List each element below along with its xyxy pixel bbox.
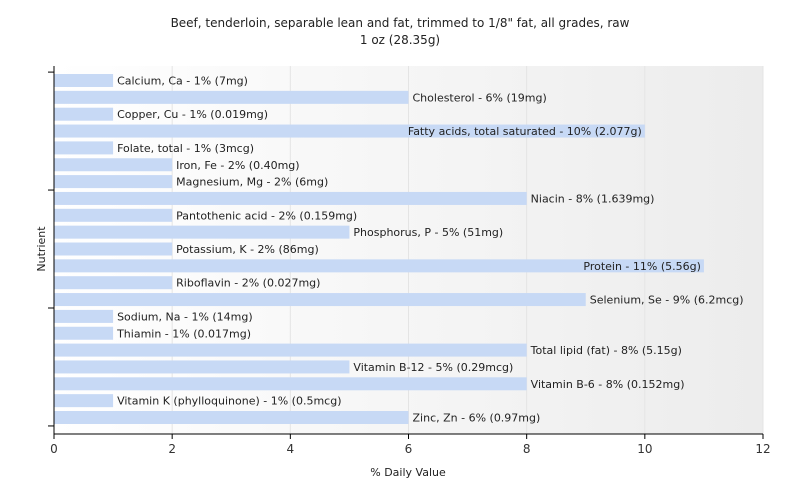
- bar-label: Iron, Fe - 2% (0.40mg): [176, 159, 299, 172]
- bar-label: Vitamin B-12 - 5% (0.29mcg): [353, 361, 513, 374]
- x-tick-label: 0: [50, 442, 58, 456]
- bar-label: Total lipid (fat) - 8% (5.15g): [530, 344, 682, 357]
- bar: [54, 276, 173, 290]
- bar-label: Selenium, Se - 9% (6.2mcg): [590, 294, 744, 307]
- bar-label: Niacin - 8% (1.639mg): [531, 192, 655, 205]
- bar-label: Potassium, K - 2% (86mg): [176, 243, 319, 256]
- x-tick-label: 10: [637, 442, 652, 456]
- bar: [54, 74, 114, 87]
- bar: [54, 90, 409, 104]
- bar-label: Calcium, Ca - 1% (7mg): [117, 75, 248, 88]
- bar: [54, 191, 527, 205]
- bar: [54, 107, 114, 121]
- bar: [54, 343, 527, 357]
- x-tick-label: 12: [755, 442, 770, 456]
- chart-title: Beef, tenderloin, separable lean and fat…: [171, 16, 630, 30]
- bar: [54, 360, 350, 374]
- bar: [54, 293, 586, 307]
- x-tick-label: 8: [523, 442, 531, 456]
- bar: [54, 175, 173, 189]
- bars: [54, 74, 704, 424]
- axes: 0 2 4 6 8 10 12: [48, 66, 771, 456]
- x-tick-label: 2: [168, 442, 176, 456]
- bar-label: Pantothenic acid - 2% (0.159mg): [176, 209, 357, 222]
- bar-label: Thiamin - 1% (0.017mg): [116, 327, 251, 340]
- bar-label: Vitamin B-6 - 8% (0.152mg): [531, 378, 685, 391]
- bar: [54, 158, 173, 172]
- bar-label: Fatty acids, total saturated - 10% (2.07…: [408, 125, 642, 138]
- bar: [54, 309, 114, 323]
- bar: [54, 141, 114, 155]
- bar: [54, 326, 114, 340]
- bar-label: Folate, total - 1% (3mcg): [117, 142, 254, 155]
- bar: [54, 394, 114, 408]
- chart-subtitle: 1 oz (28.35g): [360, 33, 440, 47]
- x-tick-label: 4: [287, 442, 295, 456]
- bar: [54, 124, 645, 138]
- x-axis-label: % Daily Value: [370, 466, 446, 479]
- bar-label: Zinc, Zn - 6% (0.97mg): [413, 412, 541, 425]
- bar-label: Protein - 11% (5.56g): [583, 260, 701, 273]
- bar-label: Riboflavin - 2% (0.027mg): [176, 277, 320, 290]
- bar-label: Phosphorus, P - 5% (51mg): [353, 226, 503, 239]
- x-tick-label: 6: [405, 442, 413, 456]
- bar-label: Sodium, Na - 1% (14mg): [117, 310, 253, 323]
- bar: [54, 242, 173, 256]
- bar: [54, 225, 350, 239]
- bar: [54, 411, 409, 424]
- bar-label: Cholesterol - 6% (19mg): [413, 91, 547, 104]
- bar: [54, 377, 527, 391]
- bar-label: Copper, Cu - 1% (0.019mg): [117, 108, 268, 121]
- bar-labels: Calcium, Ca - 1% (7mg) Cholesterol - 6% (…: [116, 75, 743, 425]
- y-axis-label: Nutrient: [35, 226, 48, 272]
- bar: [54, 208, 173, 222]
- bar: [54, 259, 704, 273]
- bar-label: Vitamin K (phylloquinone) - 1% (0.5mcg): [117, 395, 341, 408]
- bar-label: Magnesium, Mg - 2% (6mg): [176, 176, 328, 189]
